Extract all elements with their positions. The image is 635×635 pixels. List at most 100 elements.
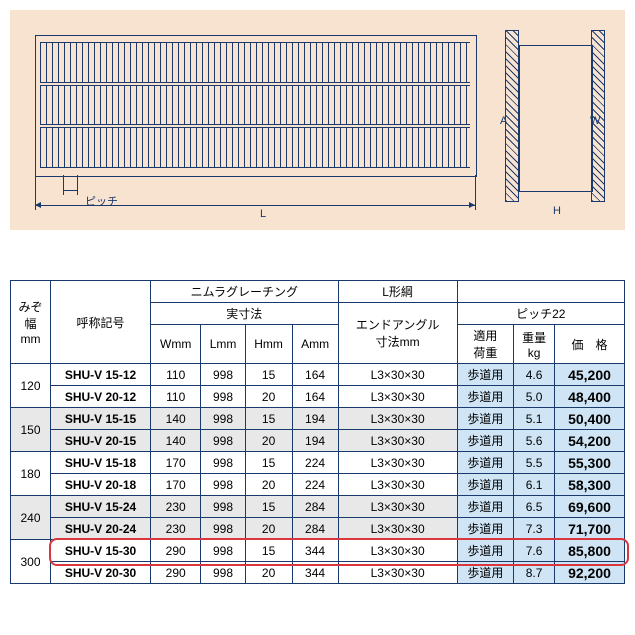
cell-load: 歩道用 bbox=[457, 430, 514, 452]
cell-weight: 4.6 bbox=[514, 364, 555, 386]
cell-load: 歩道用 bbox=[457, 408, 514, 430]
cell-load: 歩道用 bbox=[457, 496, 514, 518]
cell-load: 歩道用 bbox=[457, 452, 514, 474]
cell-model: SHU-V 20-30 bbox=[51, 562, 151, 584]
cell-W: 290 bbox=[151, 540, 201, 562]
hdr-Hmm: Hmm bbox=[245, 325, 292, 364]
cell-L: 998 bbox=[201, 408, 245, 430]
cell-load: 歩道用 bbox=[457, 386, 514, 408]
table-body: 120SHU-V 15-1211099815164L3×30×30歩道用4.64… bbox=[11, 364, 625, 584]
cell-model: SHU-V 15-15 bbox=[51, 408, 151, 430]
spec-table-wrap: みぞ幅mm 呼称記号 ニムラグレーチング L形綱 実寸法 エンドアングル寸法mm… bbox=[10, 280, 625, 584]
cell-W: 170 bbox=[151, 452, 201, 474]
A-label: A bbox=[500, 115, 507, 127]
cell-L: 998 bbox=[201, 364, 245, 386]
hdr-price: 価 格 bbox=[555, 325, 625, 364]
table-row: 300SHU-V 15-3029099815344L3×30×30歩道用7.68… bbox=[11, 540, 625, 562]
cell-weight: 5.6 bbox=[514, 430, 555, 452]
cell-price: 45,200 bbox=[555, 364, 625, 386]
cell-L: 998 bbox=[201, 430, 245, 452]
cell-H: 15 bbox=[245, 540, 292, 562]
cell-angle: L3×30×30 bbox=[338, 518, 457, 540]
cell-width: 240 bbox=[11, 496, 51, 540]
cell-weight: 8.7 bbox=[514, 562, 555, 584]
table-row: SHU-V 20-1211099820164L3×30×30歩道用5.048,4… bbox=[11, 386, 625, 408]
cell-H: 15 bbox=[245, 364, 292, 386]
cell-model: SHU-V 20-24 bbox=[51, 518, 151, 540]
cell-width: 180 bbox=[11, 452, 51, 496]
hdr-load: 適用荷重 bbox=[457, 325, 514, 364]
cell-H: 15 bbox=[245, 408, 292, 430]
hdr-width: みぞ幅mm bbox=[11, 281, 51, 364]
hdr-pitch22: ピッチ22 bbox=[457, 303, 624, 325]
cell-weight: 5.5 bbox=[514, 452, 555, 474]
hdr-endangle: エンドアングル寸法mm bbox=[338, 303, 457, 364]
cell-model: SHU-V 20-12 bbox=[51, 386, 151, 408]
cell-A: 284 bbox=[292, 496, 338, 518]
cell-price: 55,300 bbox=[555, 452, 625, 474]
cell-price: 92,200 bbox=[555, 562, 625, 584]
table-row: 180SHU-V 15-1817099815224L3×30×30歩道用5.55… bbox=[11, 452, 625, 474]
cell-A: 224 bbox=[292, 452, 338, 474]
hdr-weight: 重量kg bbox=[514, 325, 555, 364]
cell-H: 20 bbox=[245, 562, 292, 584]
cell-load: 歩道用 bbox=[457, 364, 514, 386]
cell-angle: L3×30×30 bbox=[338, 540, 457, 562]
table-row: SHU-V 20-2423099820284L3×30×30歩道用7.371,7… bbox=[11, 518, 625, 540]
cell-width: 150 bbox=[11, 408, 51, 452]
cell-H: 20 bbox=[245, 518, 292, 540]
cell-load: 歩道用 bbox=[457, 562, 514, 584]
cell-weight: 5.0 bbox=[514, 386, 555, 408]
hdr-Wmm: Wmm bbox=[151, 325, 201, 364]
cell-angle: L3×30×30 bbox=[338, 562, 457, 584]
table-row: SHU-V 20-1817099820224L3×30×30歩道用6.158,3… bbox=[11, 474, 625, 496]
cell-price: 71,700 bbox=[555, 518, 625, 540]
cell-model: SHU-V 15-30 bbox=[51, 540, 151, 562]
hdr-Amm: Amm bbox=[292, 325, 338, 364]
cell-price: 85,800 bbox=[555, 540, 625, 562]
cell-A: 194 bbox=[292, 408, 338, 430]
cell-model: SHU-V 15-24 bbox=[51, 496, 151, 518]
cell-L: 998 bbox=[201, 386, 245, 408]
cell-width: 120 bbox=[11, 364, 51, 408]
cell-L: 998 bbox=[201, 562, 245, 584]
cell-L: 998 bbox=[201, 474, 245, 496]
cell-angle: L3×30×30 bbox=[338, 430, 457, 452]
cell-width: 300 bbox=[11, 540, 51, 584]
cell-A: 344 bbox=[292, 540, 338, 562]
cell-weight: 6.5 bbox=[514, 496, 555, 518]
cell-load: 歩道用 bbox=[457, 474, 514, 496]
table-row: SHU-V 20-1514099820194L3×30×30歩道用5.654,2… bbox=[11, 430, 625, 452]
cell-weight: 6.1 bbox=[514, 474, 555, 496]
cell-W: 230 bbox=[151, 518, 201, 540]
pitch-label: ピッチ bbox=[85, 193, 118, 209]
cell-angle: L3×30×30 bbox=[338, 452, 457, 474]
hdr-outerdims: 実寸法 bbox=[151, 303, 339, 325]
cell-W: 290 bbox=[151, 562, 201, 584]
cell-H: 20 bbox=[245, 386, 292, 408]
L-label: L bbox=[260, 208, 266, 220]
cell-price: 58,300 bbox=[555, 474, 625, 496]
cell-model: SHU-V 20-15 bbox=[51, 430, 151, 452]
cell-weight: 7.6 bbox=[514, 540, 555, 562]
table-row: SHU-V 20-3029099820344L3×30×30歩道用8.792,2… bbox=[11, 562, 625, 584]
cell-H: 15 bbox=[245, 496, 292, 518]
cell-W: 110 bbox=[151, 386, 201, 408]
cell-price: 48,400 bbox=[555, 386, 625, 408]
hdr-Lmm: Lmm bbox=[201, 325, 245, 364]
hdr-blank bbox=[457, 281, 624, 303]
cell-model: SHU-V 15-12 bbox=[51, 364, 151, 386]
cell-H: 15 bbox=[245, 452, 292, 474]
cell-angle: L3×30×30 bbox=[338, 364, 457, 386]
cell-W: 140 bbox=[151, 408, 201, 430]
cell-model: SHU-V 15-18 bbox=[51, 452, 151, 474]
technical-diagram: ピッチ L A W H bbox=[10, 10, 625, 230]
cell-A: 284 bbox=[292, 518, 338, 540]
cell-angle: L3×30×30 bbox=[338, 496, 457, 518]
cell-W: 230 bbox=[151, 496, 201, 518]
cell-A: 344 bbox=[292, 562, 338, 584]
cell-L: 998 bbox=[201, 540, 245, 562]
grating-pattern bbox=[40, 42, 470, 168]
cell-model: SHU-V 20-18 bbox=[51, 474, 151, 496]
table-row: 240SHU-V 15-2423099815284L3×30×30歩道用6.56… bbox=[11, 496, 625, 518]
